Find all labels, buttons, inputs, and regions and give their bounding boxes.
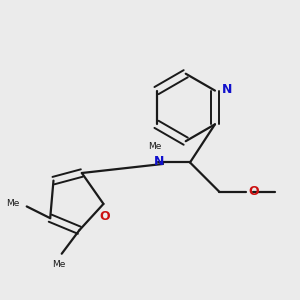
Text: Me: Me <box>148 142 161 151</box>
Text: Me: Me <box>6 199 20 208</box>
Text: O: O <box>248 185 259 198</box>
Text: Me: Me <box>52 260 65 268</box>
Text: N: N <box>154 154 164 167</box>
Text: O: O <box>100 210 110 224</box>
Text: N: N <box>221 83 232 97</box>
